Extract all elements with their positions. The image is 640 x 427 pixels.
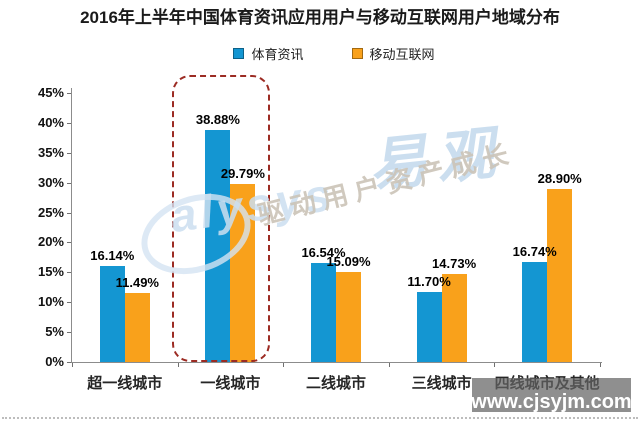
y-axis-line: [71, 88, 72, 363]
bar-series2-cat3: [336, 271, 361, 362]
y-axis-tick-label: 45%: [37, 85, 64, 100]
x-axis-tick-mark: [494, 363, 496, 367]
y-axis-tick-mark: [67, 122, 71, 124]
y-axis-tick-label: 15%: [37, 264, 64, 280]
bar-series2-cat1: [124, 293, 150, 362]
y-axis-tick-mark: [67, 242, 71, 244]
bar-value-label: 16.54%: [301, 245, 346, 261]
y-axis-tick-mark: [67, 272, 71, 274]
bar-series1-cat1: [99, 265, 125, 362]
y-axis-tick-label: 35%: [37, 144, 64, 160]
category-label: 二线城市: [305, 375, 366, 392]
y-axis-tick-mark: [67, 362, 71, 363]
bar-value-label: 11.49%: [115, 275, 159, 291]
y-axis-tick-label: 40%: [37, 114, 64, 130]
site-url-text: www.cjsyjm.com: [471, 391, 632, 413]
bar-value-label: 16.74%: [512, 243, 557, 259]
y-axis-tick-label: 10%: [37, 294, 64, 310]
chart-title: 2016年上半年中国体育资讯应用用户与移动互联网用户地域分布: [80, 8, 560, 27]
bottom-dotted-divider: [2, 417, 638, 419]
y-axis-tick-mark: [67, 93, 71, 94]
legend-swatch-mobile-internet: [351, 48, 363, 59]
bar-value-label: 11.70%: [407, 274, 451, 290]
legend-item-mobile-internet: 移动互联网: [351, 44, 435, 63]
bar-value-label: 16.14%: [90, 247, 135, 263]
bar-series1-cat5: [522, 261, 548, 362]
analysys-slogan-watermark: 驱动用户资产成长: [254, 137, 519, 231]
x-axis-tick-mark: [177, 363, 179, 367]
legend: 体育资讯 移动互联网: [14, 44, 640, 63]
y-axis-tick-mark: [67, 332, 71, 334]
x-axis-line: [71, 362, 602, 363]
bar-series1-cat4: [416, 292, 442, 362]
legend-label-mobile-internet: 移动互联网: [369, 47, 435, 62]
bar-value-label: 29.79%: [220, 165, 265, 181]
bar-series1-cat2: [205, 129, 231, 362]
bar-series1-cat3: [311, 263, 336, 362]
x-axis-tick-mark: [600, 363, 601, 367]
legend-swatch-sports-news: [233, 48, 245, 59]
site-url-overlay: www.cjsyjm.com: [471, 378, 632, 413]
highlight-dashed-box: [172, 75, 270, 362]
category-label: 超一线城市: [87, 375, 163, 392]
y-axis-tick-mark: [67, 302, 71, 304]
x-axis-tick-mark: [283, 363, 285, 367]
bar-value-label: 38.88%: [195, 111, 240, 127]
category-label: 一线城市: [200, 375, 261, 392]
bar-series2-cat5: [547, 189, 573, 362]
y-axis-tick-mark: [67, 212, 71, 214]
bar-series2-cat4: [441, 273, 467, 362]
y-axis-tick-mark: [67, 182, 71, 184]
legend-label-sports-news: 体育资讯: [251, 47, 304, 62]
bar-value-label: 28.90%: [537, 171, 582, 187]
bar-value-label: 15.09%: [326, 253, 371, 269]
y-axis-tick-label: 20%: [37, 234, 64, 250]
bar-value-label: 14.73%: [432, 255, 477, 271]
x-axis-tick-mark: [72, 363, 73, 367]
legend-item-sports-news: 体育资讯: [233, 44, 304, 63]
bar-series2-cat2: [230, 183, 256, 362]
y-axis-tick-label: 30%: [37, 174, 64, 190]
x-axis-tick-mark: [388, 363, 390, 367]
analysys-brand-watermark: 易观: [365, 120, 508, 199]
y-axis-tick-mark: [67, 152, 71, 154]
y-axis-tick-label: 5%: [45, 324, 64, 340]
y-axis-tick-label: 0%: [45, 354, 64, 369]
y-axis-tick-label: 25%: [37, 204, 64, 220]
category-label: 三线城市: [411, 375, 472, 392]
